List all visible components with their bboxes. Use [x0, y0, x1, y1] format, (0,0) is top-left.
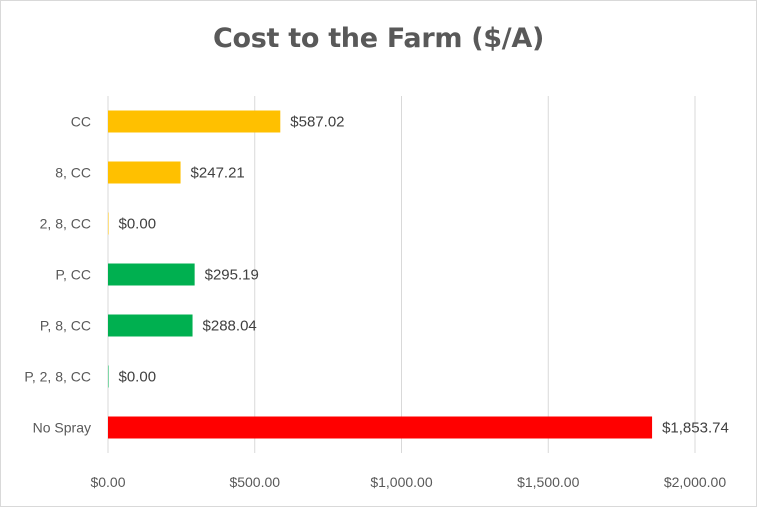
- bar-cc: [108, 110, 281, 133]
- x-tick-label-2: $1,000.00: [370, 474, 432, 490]
- category-label-p-cc: P, CC: [55, 267, 91, 283]
- data-label-cc: $587.02: [290, 114, 344, 131]
- data-label-p-cc: $295.19: [205, 267, 259, 284]
- category-label-cc: CC: [71, 114, 91, 130]
- data-labels: $587.02 $247.21 $0.00 $295.19 $288.04 $0.00 $1…: [119, 114, 729, 437]
- bar-p-cc: [108, 263, 195, 286]
- bar-no-spray: [108, 416, 653, 439]
- bars: [108, 110, 653, 439]
- data-label-p-8-cc: $288.04: [203, 318, 257, 335]
- category-label-2-8-cc: 2, 8, CC: [40, 216, 91, 232]
- gridlines: [107, 96, 696, 453]
- category-label-p-2-8-cc: P, 2, 8, CC: [24, 369, 91, 385]
- x-tick-label-4: $2,000.00: [664, 474, 726, 490]
- data-label-8-cc: $247.21: [191, 165, 245, 182]
- bar-8-cc: [108, 161, 181, 184]
- bar-2-8-cc: [108, 212, 109, 235]
- data-label-p-2-8-cc: $0.00: [119, 369, 157, 386]
- data-label-no-spray: $1,853.74: [662, 420, 729, 437]
- data-label-2-8-cc: $0.00: [119, 216, 157, 233]
- x-tick-labels: $0.00 $500.00 $1,000.00 $1,500.00 $2,000.00: [90, 474, 726, 490]
- category-label-8-cc: 8, CC: [55, 165, 91, 181]
- category-labels: CC 8, CC 2, 8, CC P, CC P, 8, CC P, 2, 8, CC N…: [24, 114, 91, 436]
- x-tick-label-1: $500.00: [229, 474, 280, 490]
- category-label-p-8-cc: P, 8, CC: [40, 318, 91, 334]
- x-tick-label-3: $1,500.00: [517, 474, 579, 490]
- bar-p-8-cc: [108, 314, 193, 337]
- chart-title: Cost to the Farm ($/A): [213, 23, 544, 54]
- x-tick-label-0: $0.00: [90, 474, 125, 490]
- category-label-no-spray: No Spray: [33, 420, 91, 436]
- bar-p-2-8-cc: [108, 365, 109, 388]
